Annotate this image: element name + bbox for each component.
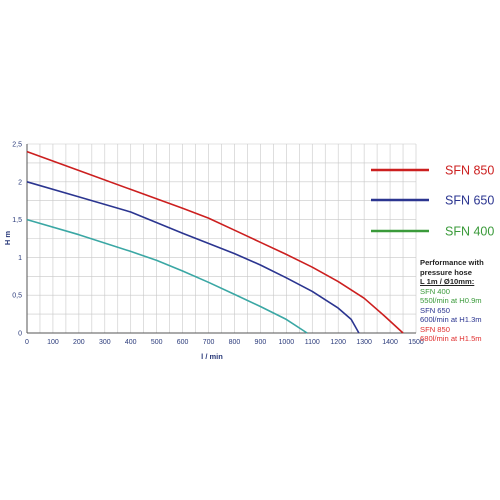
y-tick-label: 2 [18, 179, 22, 186]
perf-heading-3: L 1m / Ø10mm: [420, 277, 475, 286]
y-axis-ticks: 0 0,5 1 1,5 2 2,5 [12, 142, 22, 338]
perf-model-sfn650: SFN 650 [420, 305, 450, 315]
x-tick-label: 1300 [356, 339, 372, 346]
x-tick-label: 600 [177, 339, 189, 346]
x-tick-label: 700 [203, 339, 215, 346]
chart-legend: SFN 850 SFN 650 SFN 400 [371, 164, 494, 239]
x-tick-label: 1100 [305, 339, 320, 346]
legend-label-sfn-400: SFN 400 [445, 225, 494, 239]
y-tick-label: 1,5 [12, 217, 22, 224]
x-tick-label: 500 [151, 339, 163, 346]
y-axis-title: H m [3, 231, 12, 246]
perf-rate-sfn400: 550l/min at H0.9m [420, 296, 482, 305]
x-tick-label: 400 [125, 339, 137, 346]
performance-note: Performance with pressure hose L 1m / Ø1… [420, 258, 500, 344]
x-tick-label: 1200 [330, 339, 346, 346]
perf-model-sfn400: SFN 400 [420, 286, 450, 296]
perf-heading-1: Performance with [420, 258, 484, 267]
chart-axes [26, 144, 416, 334]
y-tick-label: 0,5 [12, 293, 22, 300]
legend-label-sfn-850: SFN 850 [445, 164, 494, 178]
performance-curves [26, 150, 404, 334]
x-tick-label: 900 [255, 339, 267, 346]
curve-sfn-850 [26, 150, 404, 334]
x-axis-ticks: 0 100 200 300 400 500 600 700 800 900 1000 1100 1200… [25, 339, 424, 346]
x-tick-label: 1000 [279, 339, 295, 346]
y-tick-label: 0 [18, 331, 22, 338]
x-tick-label: 100 [47, 339, 59, 346]
perf-heading-2: pressure hose [420, 267, 472, 277]
curve-sfn-400 [26, 218, 308, 334]
x-axis-title: l / min [201, 352, 223, 361]
x-tick-label: 0 [25, 339, 29, 346]
curve-sfn-650 [26, 181, 360, 334]
x-tick-label: 300 [99, 339, 111, 346]
perf-rate-sfn650: 600l/min at H1.3m [420, 315, 482, 324]
x-tick-label: 800 [229, 339, 241, 346]
y-tick-label: 2,5 [12, 142, 22, 149]
x-tick-label: 1400 [382, 339, 398, 346]
perf-model-sfn850: SFN 850 [420, 324, 450, 334]
perf-rate-sfn850: 680l/min at H1.5m [420, 334, 482, 343]
x-tick-label: 200 [73, 339, 85, 346]
y-tick-label: 1 [18, 255, 22, 262]
legend-label-sfn-650: SFN 650 [445, 194, 494, 208]
x-tick-label: 1500 [408, 339, 424, 346]
